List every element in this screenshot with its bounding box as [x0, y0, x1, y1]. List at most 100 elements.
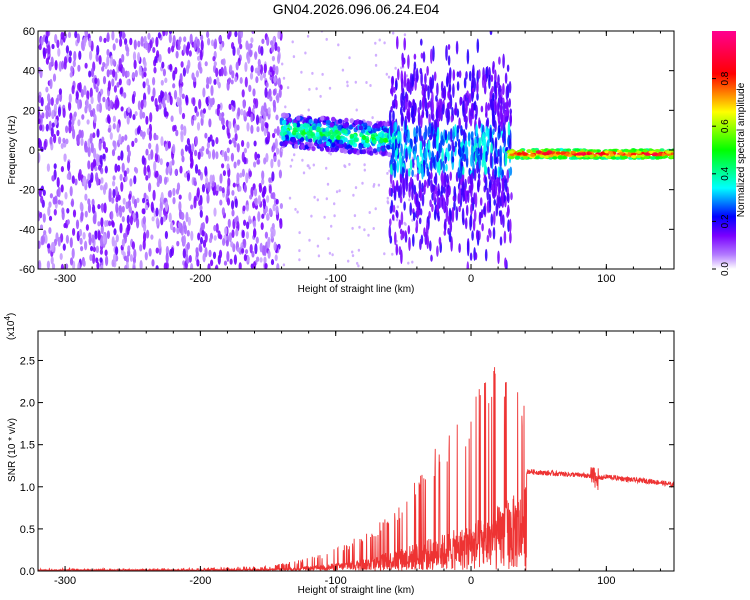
- spectrogram-cell: [53, 208, 57, 216]
- spectrogram-cell: [121, 67, 125, 78]
- spectrogram-cell: [307, 164, 310, 168]
- spectrogram-cell: [338, 143, 343, 149]
- spectrogram-cell: [194, 135, 198, 146]
- spectrogram-cell: [159, 158, 163, 166]
- spectrogram-cell: [509, 231, 512, 244]
- x-tick-label: -100: [325, 273, 347, 285]
- spectrogram-cell: [448, 83, 452, 93]
- spectrogram-cell: [445, 206, 449, 222]
- spectrogram-cell: [452, 126, 455, 142]
- spectrogram-cell: [231, 209, 235, 217]
- spectrogram-cell: [395, 243, 399, 256]
- spectrogram-cell: [223, 65, 227, 77]
- spectrogram-cell: [66, 219, 70, 225]
- colorbar-tick-label: 0.0: [720, 262, 731, 276]
- spectrogram-cell: [405, 74, 409, 78]
- spectrogram-cell: [504, 151, 508, 166]
- spectrogram-cell: [461, 128, 464, 136]
- spectrogram-cell: [471, 230, 474, 241]
- spectrogram-cell: [374, 63, 378, 67]
- spectrogram-cell: [392, 110, 395, 122]
- spectrogram-cell: [413, 127, 416, 139]
- spectrogram-cell: [280, 148, 284, 152]
- spectrogram-cell: [509, 166, 513, 176]
- spectrogram-cell: [494, 165, 497, 180]
- spectrogram-cell: [144, 204, 148, 210]
- spectrogram-cell: [220, 66, 224, 77]
- spectrogram-cell: [466, 241, 470, 257]
- spectrogram-cell: [94, 166, 98, 172]
- spectrogram-cell: [90, 172, 94, 183]
- spectrogram-cell: [168, 31, 173, 35]
- spectrogram-cell: [509, 108, 512, 115]
- spectrogram-cell: [94, 230, 98, 240]
- spectrogram-cell: [115, 202, 119, 214]
- spectrogram-cell: [363, 122, 368, 128]
- spectrogram-cell: [165, 252, 169, 264]
- spectrogram-cell: [455, 206, 459, 221]
- spectrogram-cell: [44, 234, 48, 244]
- spectrogram-cell: [436, 195, 440, 205]
- spectrogram-cell: [260, 222, 264, 230]
- spectrogram-cell: [328, 86, 332, 90]
- spectrogram-cell: [221, 163, 225, 169]
- spectrogram-cell: [60, 263, 64, 269]
- spectrogram-cell: [257, 58, 261, 67]
- spectrogram-cell: [38, 240, 41, 249]
- spectrogram-cell: [250, 113, 254, 123]
- spectrogram-cell: [422, 97, 425, 111]
- spectrogram-cell: [482, 149, 486, 164]
- spectrogram-cell: [615, 156, 621, 160]
- spectrogram-cell: [87, 173, 91, 182]
- spectrogram-cell: [348, 148, 353, 154]
- spectrogram-cell: [141, 131, 145, 140]
- spectrogram-cell: [237, 107, 241, 117]
- spectrogram-cell: [69, 237, 73, 248]
- spectrogram-cell: [49, 136, 53, 145]
- spectrogram-cell: [330, 147, 335, 153]
- spectrogram-cell: [473, 101, 476, 111]
- spectrogram-cell: [69, 71, 73, 78]
- spectrogram-cell: [669, 155, 674, 159]
- spectrogram-cell: [243, 156, 247, 165]
- spectrogram-cell: [51, 43, 55, 50]
- spectrogram-cell: [490, 142, 493, 154]
- spectrogram-cell: [239, 43, 243, 50]
- spectrogram-cell: [166, 93, 170, 104]
- spectrogram-cell: [423, 131, 426, 141]
- spectrogram-cell: [393, 185, 397, 198]
- spectrogram-cell: [231, 106, 235, 112]
- spectrogram-cell: [99, 184, 104, 191]
- spectrogram-cell: [182, 248, 186, 259]
- spectrogram-cell: [168, 33, 172, 44]
- spectrogram-cell: [51, 175, 55, 182]
- spectrogram-cell: [413, 61, 417, 71]
- spectrogram-cell: [611, 148, 617, 152]
- spectrogram-cell: [388, 138, 392, 146]
- spectrogram-cell: [483, 205, 486, 215]
- spectrogram-cell: [65, 263, 69, 269]
- spectrogram-cell: [118, 31, 123, 39]
- spectrogram-cell: [395, 79, 398, 91]
- spectrogram-cell: [325, 147, 330, 153]
- spectrogram-cell: [227, 177, 231, 187]
- spectrogram-cell: [229, 64, 233, 73]
- spectrogram-cell: [421, 89, 425, 96]
- spectrogram-cell: [199, 171, 204, 181]
- spectrogram-cell: [93, 147, 97, 159]
- spectrogram-cell: [142, 81, 146, 89]
- spectrogram-cell: [562, 148, 568, 152]
- spectrogram-cell: [378, 38, 381, 42]
- spectrogram-cell: [341, 68, 345, 72]
- spectrogram-cell: [213, 61, 217, 67]
- spectrogram-cell: [310, 214, 313, 218]
- spectrogram-cell: [80, 89, 84, 98]
- spectrogram-cell: [493, 199, 497, 206]
- spectrogram-cell: [263, 245, 267, 257]
- spectrogram-cell: [474, 252, 478, 261]
- spectrogram-cell: [160, 79, 164, 86]
- spectrogram-cell: [132, 212, 136, 220]
- spectrogram-cell: [188, 255, 192, 263]
- spectrogram-cell: [210, 85, 214, 97]
